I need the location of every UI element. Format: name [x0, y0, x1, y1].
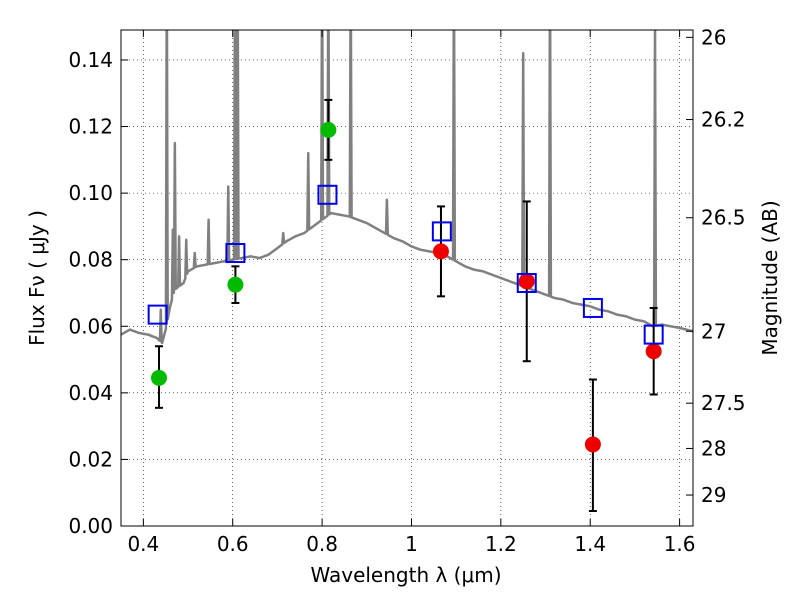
right-tick-label: 26.5 [701, 206, 746, 230]
model-square-2 [317, 184, 338, 205]
right-tick-label: 26.2 [701, 108, 746, 132]
model-square-3 [431, 221, 452, 242]
x-tick-label: 0.8 [306, 532, 338, 556]
data-points-layer [147, 98, 664, 513]
y-tick-label: 0.12 [68, 115, 113, 139]
model-square-1 [225, 243, 246, 264]
data-point-0-1 [227, 276, 244, 293]
x-tick-label: 1.2 [485, 532, 517, 556]
y-tick-label: 0.02 [68, 447, 113, 471]
y-axis-label: Flux Fν ( μJy ) [25, 210, 49, 346]
right-tick-label: 27.5 [701, 391, 746, 415]
data-point-0-0 [150, 369, 167, 386]
y-tick-label: 0.14 [68, 48, 113, 72]
right-tick-label: 28 [701, 436, 726, 460]
y-tick-label: 0.00 [68, 514, 113, 538]
x-tick-label: 1.6 [664, 532, 696, 556]
right-tick-label: 29 [701, 483, 726, 507]
model-square-5 [582, 297, 603, 318]
right-tick-label: 27 [701, 319, 726, 343]
data-point-1-3 [645, 343, 662, 360]
data-point-1-2 [584, 436, 601, 453]
data-point-1-1 [518, 273, 535, 290]
model-square-6 [643, 324, 664, 345]
model-square-0 [147, 304, 168, 325]
x-tick-label: 0.4 [127, 532, 159, 556]
x-tick-label: 1 [405, 532, 418, 556]
spectrum-line [121, 30, 693, 345]
y-tick-label: 0.10 [68, 181, 113, 205]
spectrum-layer [121, 30, 693, 345]
tick-labels: 0.4 0.6 0.8 1 1.2 1.4 1.6 0.00 0.02 0.04 0.06 0.08 0… [68, 25, 745, 556]
data-point-1-0 [432, 243, 449, 260]
plot-frame [120, 29, 694, 527]
y-tick-label: 0.04 [68, 381, 113, 405]
x-axis-label: Wavelength λ (μm) [310, 563, 501, 587]
right-axis-label: Magnitude (AB) [758, 200, 782, 355]
right-tick-label: 26 [701, 25, 726, 49]
axis-ticks [121, 30, 693, 527]
model-square-4 [516, 272, 537, 293]
y-tick-label: 0.08 [68, 248, 113, 272]
y-tick-label: 0.06 [68, 314, 113, 338]
x-tick-label: 0.6 [217, 532, 249, 556]
x-tick-label: 1.4 [574, 532, 606, 556]
data-point-0-2 [320, 121, 337, 138]
